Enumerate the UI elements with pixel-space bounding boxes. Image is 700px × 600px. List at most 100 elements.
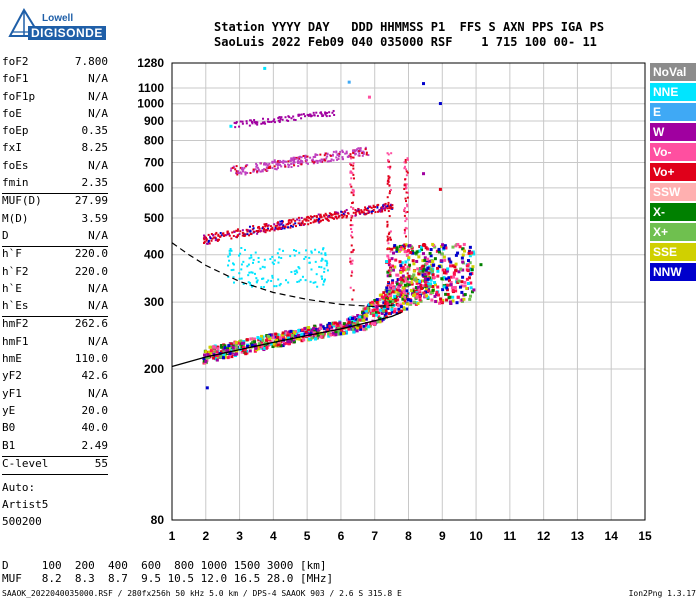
echo-point [340,214,343,217]
echo-point [262,277,265,280]
echo-point [319,334,323,338]
echo-point [389,165,392,168]
echo-point [438,187,442,191]
echo-point [223,355,227,359]
echo-point [257,169,260,172]
echo-point [457,279,461,283]
echo-point [279,220,282,223]
echo-point [235,165,238,168]
echo-point [409,281,413,285]
echo-point [389,273,392,276]
echo-point [337,157,340,160]
echo-point [310,268,313,271]
echo-point [415,250,419,254]
echo-point [344,330,348,334]
echo-point [418,245,422,249]
echo-point [376,204,379,207]
echo-point [228,259,231,262]
echo-point [411,250,415,254]
echo-point [336,153,339,156]
echo-point [268,120,271,123]
echo-point [388,300,392,304]
echo-point [359,327,363,331]
echo-point [293,161,296,164]
parameter-row: h`Es N/A [2,299,108,316]
echo-point [349,260,352,263]
echo-point [289,226,292,229]
echo-point [263,223,266,226]
echo-point [287,119,290,122]
echo-point [349,224,352,227]
y-tick-label: 800 [144,133,164,147]
echo-point [333,217,336,220]
echo-point [329,333,333,337]
autoscale-note-line: 500200 [2,515,42,528]
echo-point [388,207,391,210]
echo-point [463,293,467,297]
echo-point [320,275,323,278]
echo-point [470,251,474,255]
echo-point [350,244,353,247]
parameter-label: hmF1 [2,334,29,348]
echo-point [240,268,243,271]
echo-point [291,338,295,342]
echo-point [313,324,317,328]
echo-point [233,353,237,357]
echo-point [275,163,278,166]
echo-point [301,161,304,164]
echo-point [271,274,274,277]
echo-point [287,223,290,226]
echo-point [255,281,258,284]
echo-point [388,274,392,278]
echo-point [290,166,293,169]
echo-point [445,298,449,302]
echo-point [299,159,302,162]
parameter-value: 3.59 [81,211,109,225]
echo-point [245,120,248,123]
echo-point [375,307,379,311]
echo-point [403,247,406,250]
echo-point [324,254,327,257]
echo-point [401,276,405,280]
echo-point [223,344,227,348]
echo-point [422,172,426,176]
echo-point [384,202,387,205]
x-tick-label: 5 [304,529,311,543]
echo-point [468,272,472,276]
echo-point [309,280,312,283]
echo-point [346,155,349,158]
echo-point [239,230,242,233]
echo-point [452,275,456,279]
echo-point [281,340,285,344]
echo-point [280,165,283,168]
echo-point [389,267,392,270]
echo-point [281,118,284,121]
echo-point [294,157,297,160]
echo-point [433,283,437,287]
echo-point [300,113,303,116]
echo-point [290,158,293,161]
echo-point [289,329,293,333]
echo-point [318,326,322,330]
echo-point [353,316,357,320]
echo-point [362,318,366,322]
echo-point [267,224,270,227]
echo-point [231,166,234,169]
echo-point [259,267,262,270]
echo-point [354,214,357,217]
echo-point [297,114,300,117]
y-tick-label: 300 [144,295,164,309]
echo-point [263,346,267,350]
echo-point [350,214,353,217]
echo-point [256,170,259,173]
echo-point [286,332,290,336]
echo-point [363,208,366,211]
echo-point [239,171,242,174]
echo-point [334,215,337,218]
echo-point [351,201,354,204]
header-line-1: Station YYYY DAY DDD HHMMSS P1 FFS S AXN… [214,20,605,34]
echo-point [422,291,426,295]
echo-point [350,251,353,254]
echo-point [362,312,366,316]
echo-point [314,327,318,331]
